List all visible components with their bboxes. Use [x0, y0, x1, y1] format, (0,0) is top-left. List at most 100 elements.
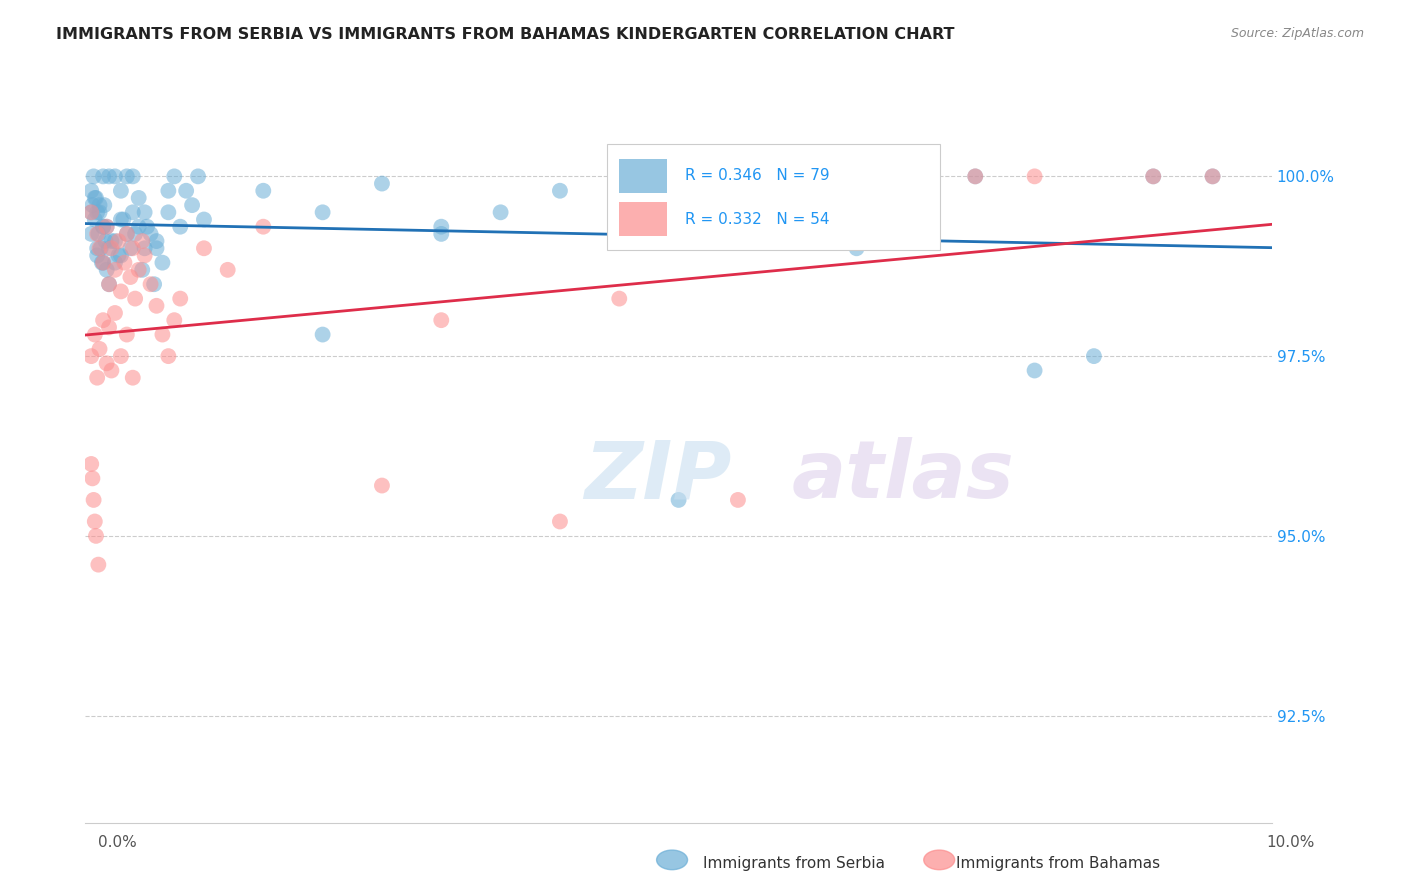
Point [145, 234, 167, 248]
Point [134, 241, 156, 255]
Point [83, 327, 105, 342]
Point [83, 492, 105, 507]
Point [134, 248, 156, 262]
Point [96, 219, 118, 234]
Point [169, 219, 191, 234]
Point [87, 227, 110, 241]
Point [98, 277, 121, 292]
Point [128, 263, 150, 277]
Point [91, 219, 114, 234]
Text: ZIP: ZIP [583, 437, 731, 516]
Point [84, 529, 107, 543]
Point [115, 327, 138, 342]
Point [128, 219, 150, 234]
Point [104, 169, 127, 184]
Point [83, 169, 105, 184]
Point [174, 184, 197, 198]
Point [548, 515, 571, 529]
Point [134, 205, 156, 219]
Point [157, 184, 180, 198]
Point [115, 227, 138, 241]
Point [94, 234, 117, 248]
Point [80, 184, 103, 198]
Point [104, 255, 127, 269]
Point [84, 191, 107, 205]
Point [98, 241, 121, 255]
Text: Immigrants from Serbia: Immigrants from Serbia [703, 856, 884, 871]
Point [104, 263, 127, 277]
Point [91, 255, 114, 269]
Point [87, 558, 110, 572]
Point [100, 363, 122, 377]
Point [371, 478, 394, 492]
Point [89, 241, 111, 255]
Point [1201, 169, 1223, 184]
Point [786, 169, 808, 184]
Text: atlas: atlas [792, 437, 1014, 516]
Point [548, 184, 571, 198]
Point [169, 292, 191, 306]
Point [1024, 363, 1046, 377]
Point [965, 169, 987, 184]
Point [100, 241, 122, 255]
Point [96, 356, 118, 370]
Bar [619, 159, 666, 193]
Point [80, 349, 103, 363]
Text: R = 0.346   N = 79: R = 0.346 N = 79 [685, 169, 830, 183]
Text: Immigrants from Bahamas: Immigrants from Bahamas [956, 856, 1160, 871]
Point [607, 292, 630, 306]
FancyBboxPatch shape [607, 144, 939, 250]
Point [121, 370, 143, 384]
Point [91, 219, 114, 234]
Point [430, 227, 453, 241]
Point [86, 248, 108, 262]
Text: IMMIGRANTS FROM SERBIA VS IMMIGRANTS FROM BAHAMAS KINDERGARTEN CORRELATION CHART: IMMIGRANTS FROM SERBIA VS IMMIGRANTS FRO… [56, 27, 955, 42]
Point [91, 313, 114, 327]
Point [80, 457, 103, 471]
Point [104, 306, 127, 320]
Point [139, 277, 162, 292]
Point [121, 169, 143, 184]
Point [131, 234, 153, 248]
Point [1024, 169, 1046, 184]
Point [115, 227, 138, 241]
Point [120, 241, 142, 255]
Point [131, 263, 153, 277]
Point [93, 198, 115, 212]
Circle shape [924, 850, 955, 870]
Point [128, 191, 150, 205]
Text: 10.0%: 10.0% [1267, 836, 1315, 850]
Point [107, 234, 129, 248]
Point [187, 169, 209, 184]
Point [91, 169, 114, 184]
Point [86, 227, 108, 241]
Point [89, 198, 111, 212]
Point [668, 492, 690, 507]
Point [489, 205, 512, 219]
Circle shape [657, 850, 688, 870]
Point [107, 248, 129, 262]
Point [121, 241, 143, 255]
Point [120, 270, 142, 285]
Point [904, 169, 927, 184]
Point [86, 370, 108, 384]
Point [82, 198, 104, 212]
Point [727, 492, 749, 507]
Point [157, 205, 180, 219]
Point [311, 327, 333, 342]
Point [98, 277, 121, 292]
Bar [619, 202, 666, 236]
Point [110, 349, 132, 363]
Point [104, 234, 127, 248]
Point [163, 169, 186, 184]
Point [91, 255, 114, 269]
Point [311, 205, 333, 219]
Point [371, 177, 394, 191]
Point [124, 292, 146, 306]
Point [1083, 349, 1105, 363]
Point [152, 327, 174, 342]
Point [124, 227, 146, 241]
Point [217, 263, 239, 277]
Point [152, 255, 174, 269]
Point [1201, 169, 1223, 184]
